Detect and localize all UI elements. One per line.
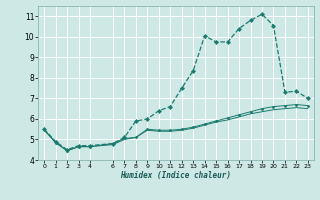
X-axis label: Humidex (Indice chaleur): Humidex (Indice chaleur) (121, 171, 231, 180)
